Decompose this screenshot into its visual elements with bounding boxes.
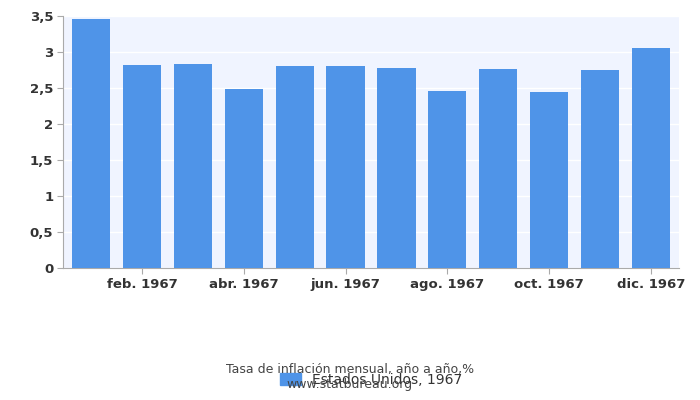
Bar	[377, 68, 416, 268]
Bar	[530, 92, 568, 268]
Text: www.statbureau.org: www.statbureau.org	[287, 378, 413, 391]
Text: Tasa de inflación mensual, año a año,%: Tasa de inflación mensual, año a año,%	[226, 364, 474, 376]
Bar	[581, 70, 620, 268]
Bar	[72, 19, 110, 268]
Bar	[174, 64, 212, 268]
Bar	[428, 91, 466, 268]
Bar	[225, 89, 262, 268]
Legend: Estados Unidos, 1967: Estados Unidos, 1967	[274, 367, 468, 392]
Bar	[122, 65, 161, 268]
Bar	[480, 69, 517, 268]
Bar	[276, 66, 314, 268]
Bar	[326, 66, 365, 268]
Bar	[632, 48, 670, 268]
